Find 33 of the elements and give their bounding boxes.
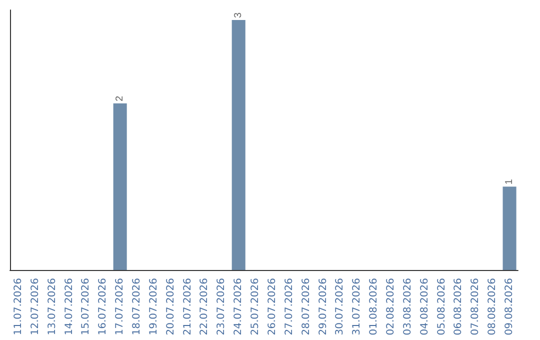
x-tick-label: 27.07.2026 xyxy=(284,278,295,336)
x-tick-label: 13.07.2026 xyxy=(46,278,58,336)
x-tick-label: 18.07.2026 xyxy=(132,278,142,336)
x-tick-label: 25.07.2026 xyxy=(250,278,262,336)
data-label: 3 xyxy=(233,12,244,18)
x-tick-label: 31.07.2026 xyxy=(352,278,363,336)
x-tick-label: 28.07.2026 xyxy=(300,278,312,336)
x-tick-label: 14.07.2026 xyxy=(64,278,75,336)
x-tick-label: 06.08.2026 xyxy=(453,278,464,336)
x-tick-label: 11.07.2026 xyxy=(12,278,24,336)
x-tick-label: 17.07.2026 xyxy=(114,278,126,336)
x-tick-label: 30.07.2026 xyxy=(334,278,346,336)
x-tick-label: 20.07.2026 xyxy=(165,278,176,336)
data-label: 2 xyxy=(114,95,126,102)
data-label: 1 xyxy=(504,178,516,185)
x-tick-label: 26.07.2026 xyxy=(266,278,278,336)
x-tick-label: 05.08.2026 xyxy=(436,278,448,336)
x-tick-label: 01.08.2026 xyxy=(368,278,380,336)
x-tick-label: 09.08.2026 xyxy=(504,278,516,336)
x-tick-label: 23.07.2026 xyxy=(216,278,228,336)
x-tick-label: 03.08.2026 xyxy=(402,278,414,336)
x-tick-label: 04.08.2026 xyxy=(419,278,430,336)
x-tick-label: 07.08.2026 xyxy=(470,278,482,336)
x-tick-label: 19.07.2026 xyxy=(148,278,160,336)
x-tick-label: 21.07.2026 xyxy=(182,278,194,336)
x-tick-label: 22.07.2026 xyxy=(199,278,210,336)
x-tick-label: 29.07.2026 xyxy=(318,278,329,336)
x-tick-label: 08.08.2026 xyxy=(487,278,498,336)
x-tick-label: 15.07.2026 xyxy=(80,278,92,336)
x-tick-label: 02.08.2026 xyxy=(386,278,396,336)
x-tick-label: 24.07.2026 xyxy=(233,278,244,336)
x-tick-label: 16.07.2026 xyxy=(98,278,109,336)
x-tick-label: 12.07.2026 xyxy=(30,278,41,336)
